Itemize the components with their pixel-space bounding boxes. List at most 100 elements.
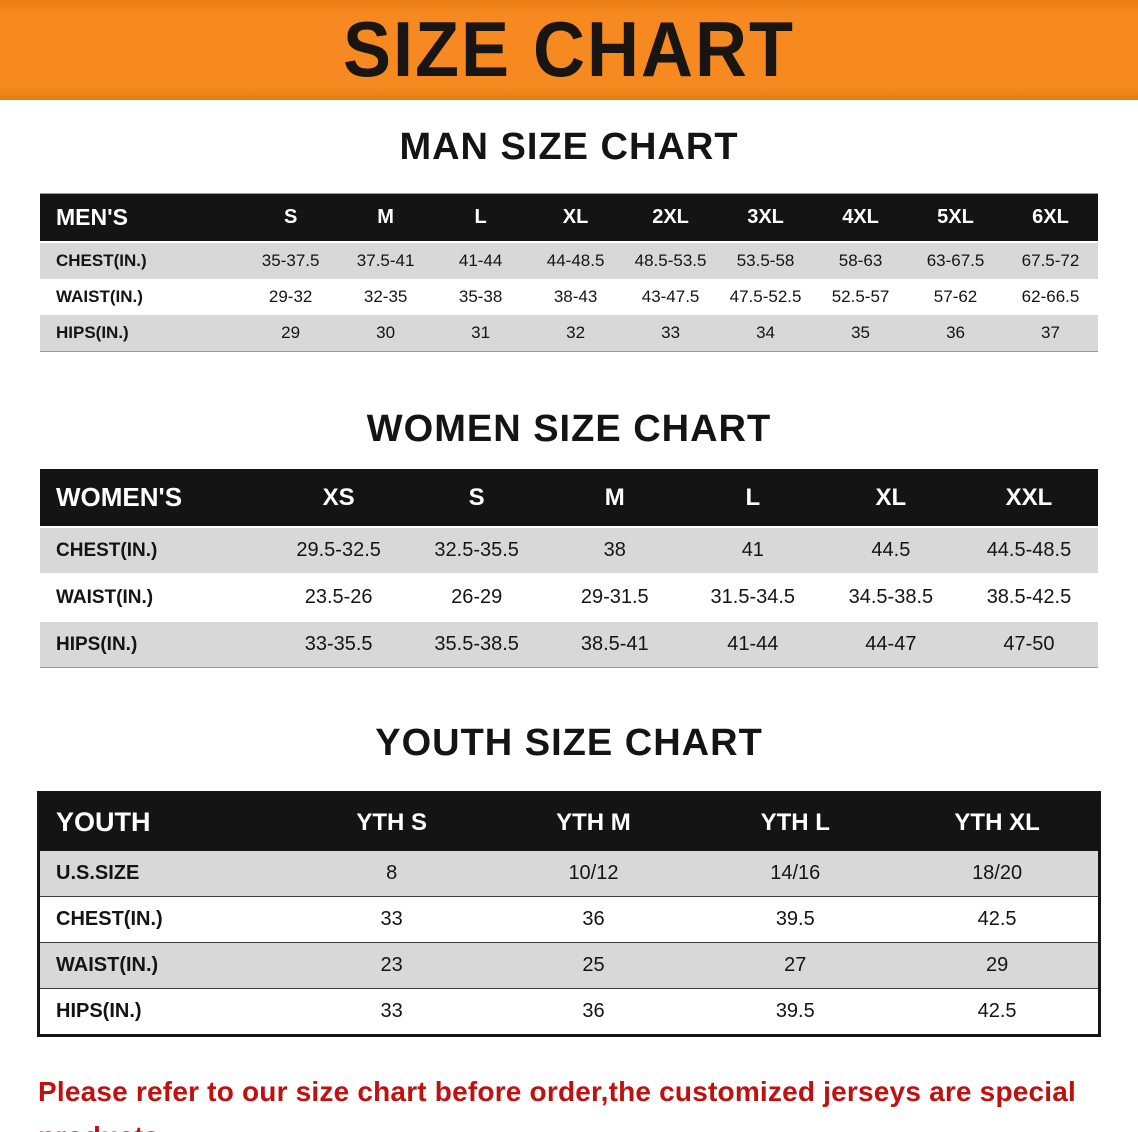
orange-banner: SIZE CHART bbox=[0, 0, 1138, 100]
header-row: WOMEN'S XS S M L XL XXL bbox=[40, 469, 1098, 528]
measurement-value: 33 bbox=[661, 323, 681, 342]
size-column-header: YTH L bbox=[694, 794, 897, 851]
measurement-value: 44-48.5 bbox=[546, 251, 605, 270]
youth-size-table: YOUTH YTH S YTH M YTH L YTH XL U.S.SIZE 8 10/12… bbox=[37, 791, 1101, 1037]
header-row: YOUTH YTH S YTH M YTH L YTH XL bbox=[40, 794, 1098, 851]
measurement-label: CHEST(IN.) bbox=[56, 539, 158, 561]
men-table-head: MEN'S S M L XL 2XL 3XL 4XL 5XL 6XL bbox=[40, 194, 1098, 243]
men-table-grid: MEN'S S M L XL 2XL 3XL 4XL 5XL 6XL CHEST(IN.) 35-37… bbox=[40, 194, 1098, 351]
measurement-value: 52.5-57 bbox=[831, 287, 890, 306]
youth-table-body: U.S.SIZE 8 10/12 14/16 18/20 CHEST(IN.) 33 36 39… bbox=[40, 851, 1098, 1034]
measurement-label: HIPS(IN.) bbox=[56, 323, 129, 342]
men-table-title-cell: MEN'S bbox=[40, 194, 244, 243]
women-table-body: CHEST(IN.) 29.5-32.5 32.5-35.5 38 41 44.5 44.5… bbox=[40, 527, 1098, 667]
measurement-value: 35-37.5 bbox=[261, 251, 320, 270]
measurement-value: 25 bbox=[582, 954, 605, 976]
measurement-value: 44.5 bbox=[871, 539, 911, 561]
measurement-value: 34 bbox=[756, 323, 776, 342]
measurement-value: 41-44 bbox=[458, 251, 503, 270]
size-column-header: 5XL bbox=[908, 194, 1004, 243]
youth-table-title-cell: YOUTH bbox=[40, 794, 291, 851]
measurement-value: 35-38 bbox=[458, 287, 503, 306]
size-column-header: YTH M bbox=[492, 794, 695, 851]
measurement-value: 43-47.5 bbox=[641, 287, 700, 306]
measurement-value: 30 bbox=[376, 323, 396, 342]
women-size-table: WOMEN'S XS S M L XL XXL CHEST(IN.) 29.5-32.5 32.5… bbox=[40, 469, 1098, 668]
size-column-header: XL bbox=[821, 469, 960, 528]
size-column-header: L bbox=[433, 194, 529, 243]
measurement-row: WAIST(IN.) 23.5-26 26-29 29-31.5 31.5-34.5 34… bbox=[40, 574, 1098, 621]
size-column-header: 3XL bbox=[718, 194, 814, 243]
measurement-value: 29-32 bbox=[268, 287, 313, 306]
measurement-value: 39.5 bbox=[775, 1000, 815, 1022]
measurement-value: 29 bbox=[281, 323, 301, 342]
women-table-grid: WOMEN'S XS S M L XL XXL CHEST(IN.) 29.5-32.5 32.5… bbox=[40, 469, 1098, 667]
measurement-label: U.S.SIZE bbox=[56, 862, 140, 884]
size-column-header: 4XL bbox=[813, 194, 909, 243]
disclaimer-text: Please refer to our size chart before or… bbox=[0, 1069, 1138, 1132]
measurement-value: 67.5-72 bbox=[1021, 251, 1080, 270]
measurement-row: CHEST(IN.) 35-37.5 37.5-41 41-44 44-48.5 48.5… bbox=[40, 242, 1098, 279]
measurement-value: 14/16 bbox=[770, 862, 821, 884]
size-column-header: M bbox=[545, 469, 684, 528]
measurement-value: 39.5 bbox=[775, 908, 815, 930]
measurement-label: WAIST(IN.) bbox=[56, 954, 159, 976]
measurement-value: 29.5-32.5 bbox=[296, 539, 381, 561]
measurement-value: 29-31.5 bbox=[580, 586, 649, 608]
size-column-header: XXL bbox=[959, 469, 1098, 528]
measurement-value: 37 bbox=[1041, 323, 1060, 342]
men-table-body: CHEST(IN.) 35-37.5 37.5-41 41-44 44-48.5 48.5… bbox=[40, 242, 1098, 351]
size-column-header: M bbox=[338, 194, 434, 243]
size-column-header: YTH XL bbox=[896, 794, 1098, 851]
size-column-header: YTH S bbox=[290, 794, 493, 851]
measurement-value: 31.5-34.5 bbox=[710, 586, 796, 608]
measurement-value: 32.5-35.5 bbox=[434, 539, 519, 561]
youth-section-heading: YOUTH SIZE CHART bbox=[375, 722, 763, 764]
measurement-value: 48.5-53.5 bbox=[634, 251, 707, 270]
size-column-header: S bbox=[407, 469, 546, 528]
measurement-value: 10/12 bbox=[568, 862, 619, 884]
measurement-value: 41-44 bbox=[727, 633, 779, 655]
measurement-row: HIPS(IN.) 29 30 31 32 33 34 35 36 37 bbox=[40, 315, 1098, 351]
measurement-value: 36 bbox=[946, 323, 965, 342]
page-title: SIZE CHART bbox=[343, 6, 795, 94]
measurement-value: 58-63 bbox=[838, 251, 883, 270]
disclaimer-line-1: Please refer to our size chart before or… bbox=[38, 1076, 1077, 1132]
men-size-section: MAN SIZE CHART MEN'S S M L XL 2XL 3XL 4XL 5XL 6XL… bbox=[0, 126, 1138, 352]
measurement-value: 47-50 bbox=[1003, 633, 1055, 655]
header-row: MEN'S S M L XL 2XL 3XL 4XL 5XL 6XL bbox=[40, 194, 1098, 243]
measurement-value: 36 bbox=[582, 908, 605, 930]
measurement-value: 34.5-38.5 bbox=[848, 586, 934, 608]
measurement-value: 38 bbox=[603, 539, 626, 561]
measurement-value: 33 bbox=[380, 1000, 403, 1022]
measurement-value: 23 bbox=[380, 954, 403, 976]
women-table-title-cell: WOMEN'S bbox=[40, 469, 270, 528]
measurement-value: 44.5-48.5 bbox=[986, 539, 1072, 561]
size-column-header: XL bbox=[528, 194, 624, 243]
measurement-value: 23.5-26 bbox=[304, 586, 373, 608]
measurement-label: CHEST(IN.) bbox=[56, 251, 147, 270]
measurement-value: 35.5-38.5 bbox=[434, 633, 519, 655]
measurement-value: 41 bbox=[741, 539, 764, 561]
measurement-row: CHEST(IN.) 29.5-32.5 32.5-35.5 38 41 44.5 44.5… bbox=[40, 527, 1098, 574]
women-table-head: WOMEN'S XS S M L XL XXL bbox=[40, 469, 1098, 528]
measurement-label: WAIST(IN.) bbox=[56, 287, 143, 306]
measurement-value: 27 bbox=[784, 954, 807, 976]
size-column-header: XS bbox=[269, 469, 408, 528]
measurement-label: HIPS(IN.) bbox=[56, 633, 138, 655]
measurement-value: 18/20 bbox=[972, 862, 1023, 884]
size-column-header: 2XL bbox=[623, 194, 719, 243]
measurement-value: 33 bbox=[380, 908, 403, 930]
measurement-value: 63-67.5 bbox=[926, 251, 985, 270]
measurement-value: 62-66.5 bbox=[1021, 287, 1080, 306]
measurement-value: 29 bbox=[985, 954, 1009, 976]
measurement-value: 47.5-52.5 bbox=[729, 287, 802, 306]
measurement-value: 32-35 bbox=[363, 287, 408, 306]
youth-table-grid: YOUTH YTH S YTH M YTH L YTH XL U.S.SIZE 8 10/12… bbox=[40, 794, 1098, 1034]
measurement-value: 42.5 bbox=[977, 908, 1017, 930]
measurement-value: 38.5-42.5 bbox=[986, 586, 1072, 608]
measurement-value: 35 bbox=[851, 323, 870, 342]
measurement-value: 53.5-58 bbox=[736, 251, 795, 270]
men-section-heading: MAN SIZE CHART bbox=[399, 126, 739, 168]
